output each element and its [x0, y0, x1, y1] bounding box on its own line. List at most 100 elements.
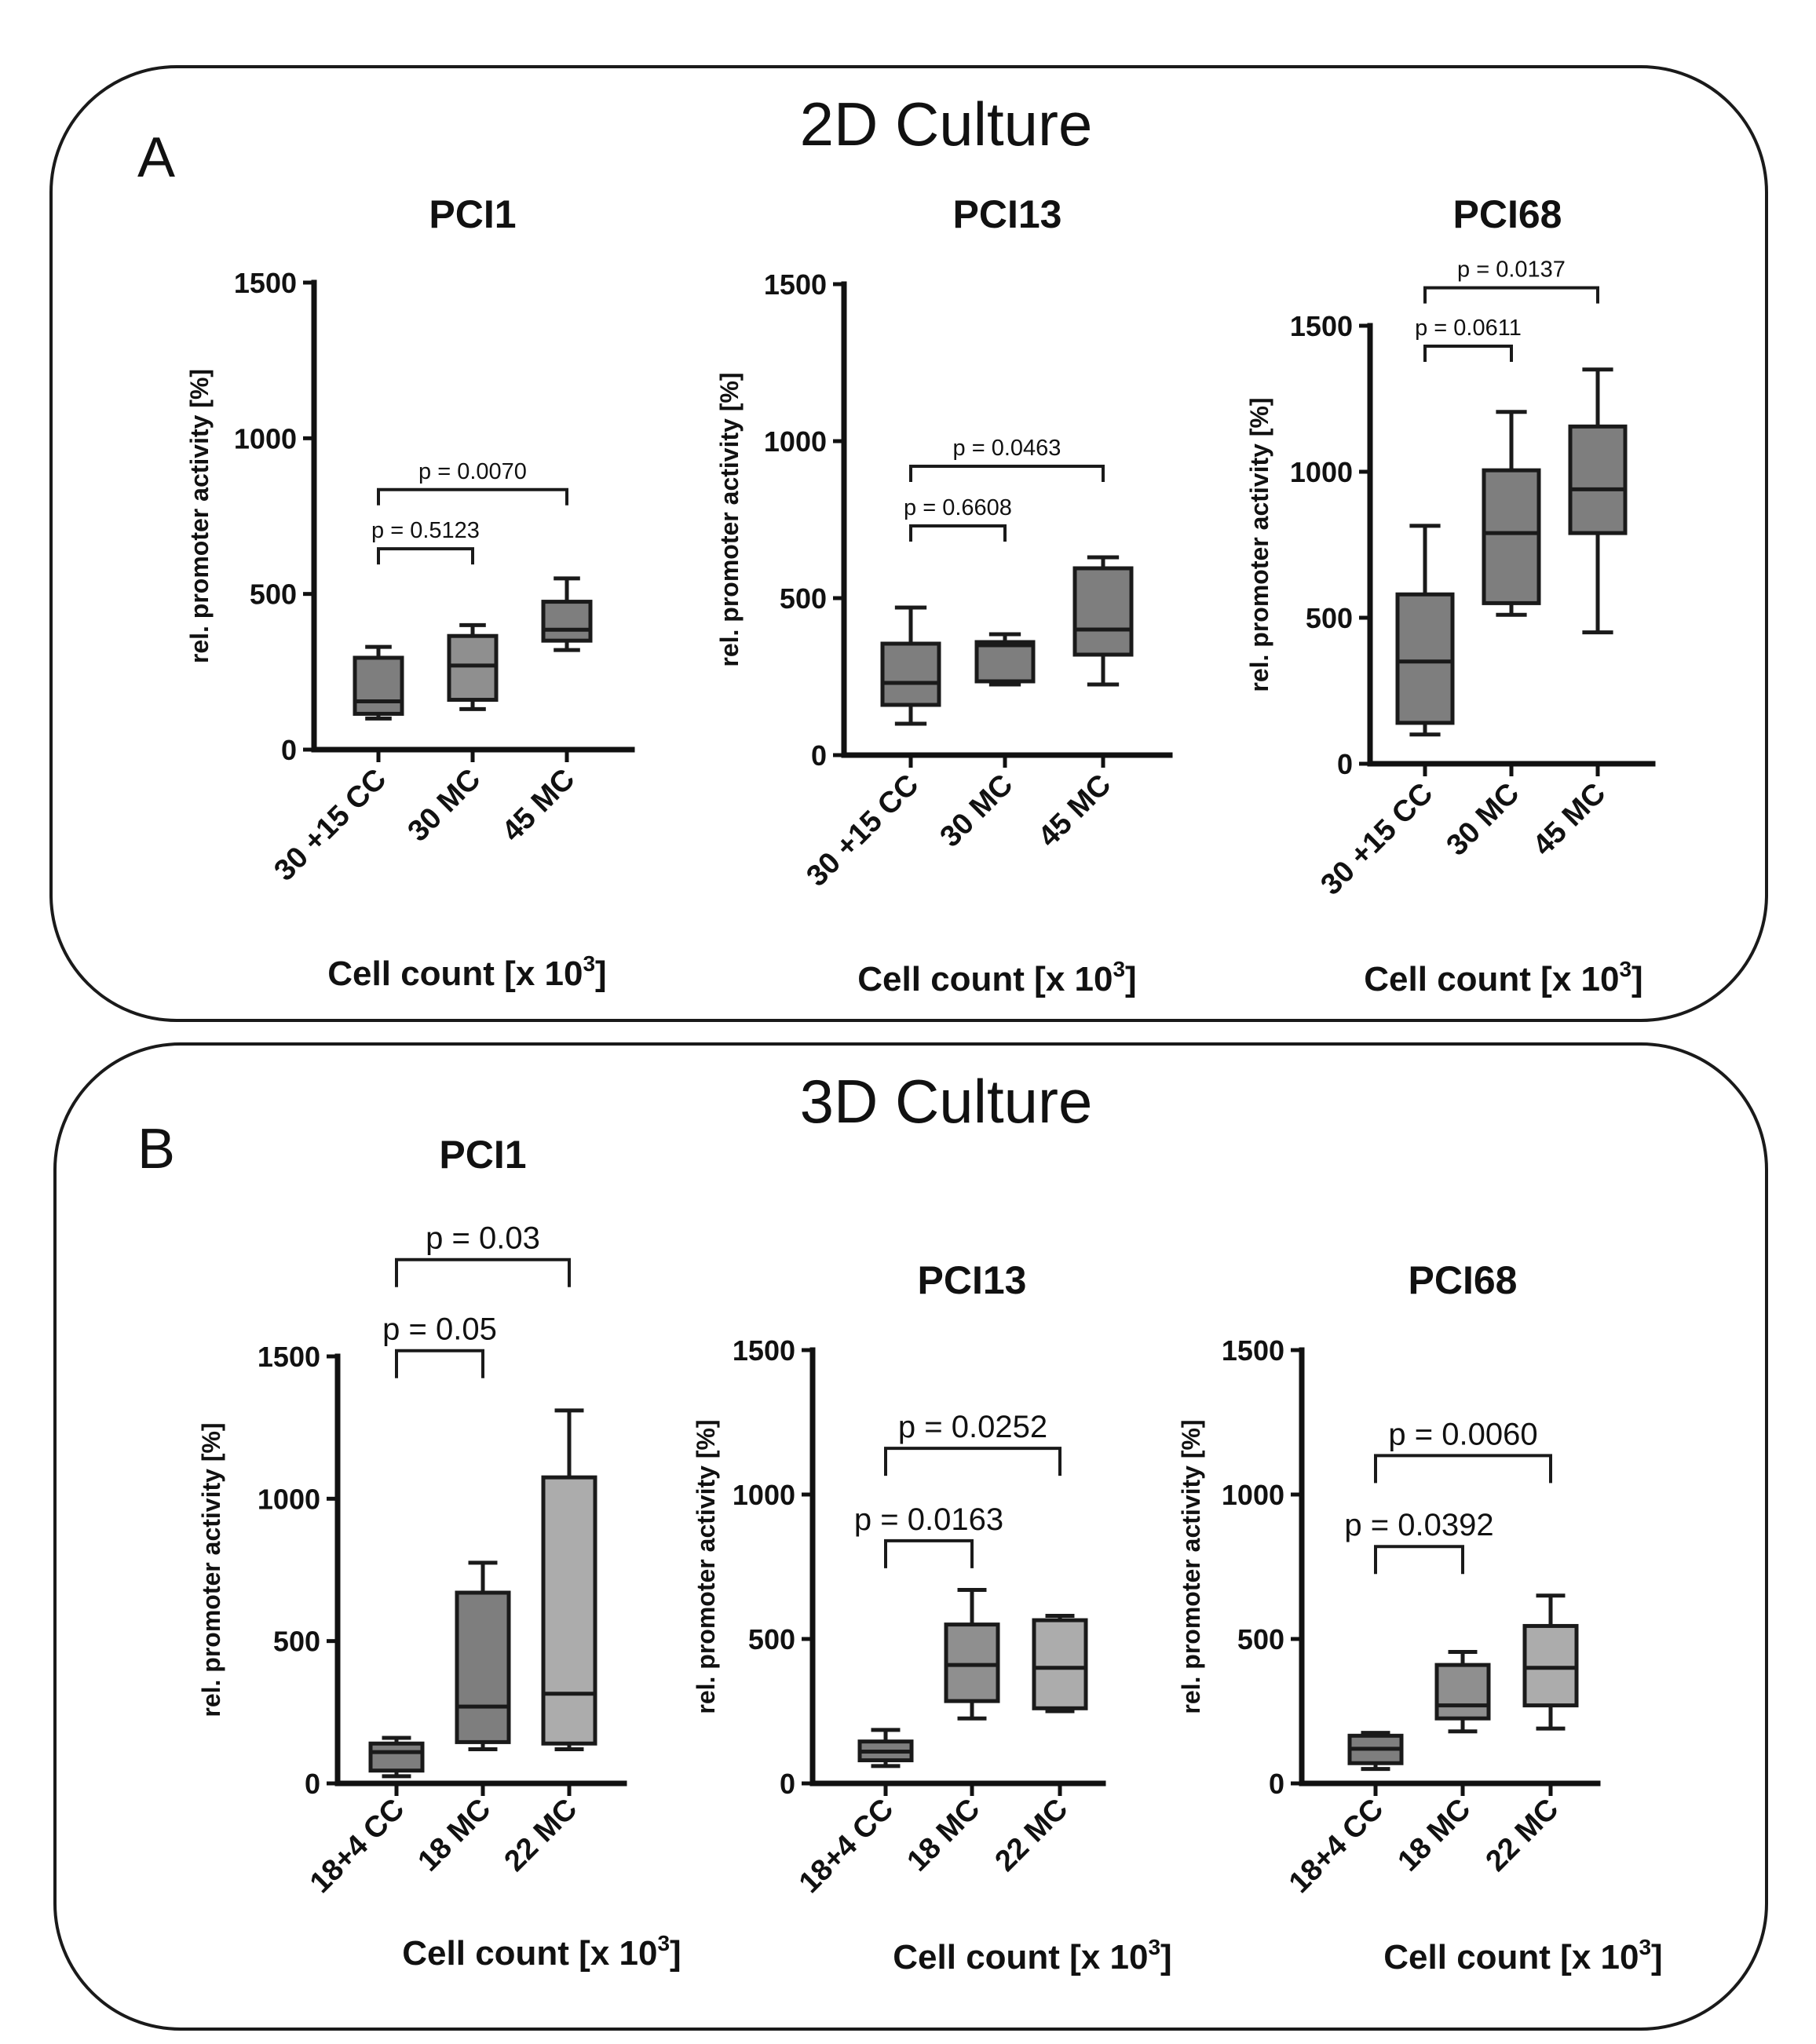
y-axis-label: rel. promoter activity [%]: [715, 372, 744, 666]
chart-title: PCI1: [439, 1133, 526, 1177]
chart-3d-pci13: PCI13 0 500 1000 1500 rel. promoter activity …: [692, 1258, 1172, 1976]
x-tick-label: 30 MC: [402, 763, 488, 849]
x-axis-label: Cell count [x 103]: [893, 1935, 1171, 1976]
box-iqr: [541, 600, 593, 643]
y-tick-label: 0: [305, 1768, 320, 1800]
box-iqr: [455, 1590, 511, 1744]
x-tick-label: 18+4 CC: [304, 1793, 411, 1900]
significance-bracket: [884, 1538, 974, 1568]
y-axis-label: rel. promoter activity [%]: [1245, 397, 1273, 692]
x-tick-label: 45 MC: [1527, 777, 1613, 863]
significance-bracket: [377, 547, 474, 565]
significance-bracket: [1423, 345, 1513, 363]
y-tick-label: 500: [273, 1626, 320, 1658]
y-tick-label: 1500: [733, 1334, 795, 1367]
p-value-label: p = 0.03: [426, 1221, 540, 1256]
y-tick-label: 1500: [764, 268, 827, 301]
box-iqr: [1482, 468, 1541, 605]
x-tick-label: 18 MC: [1392, 1793, 1478, 1878]
p-value-label: p = 0.0463: [953, 436, 1061, 461]
p-value-label: p = 0.0070: [418, 459, 527, 484]
x-tick-label: 18 MC: [901, 1793, 987, 1878]
significance-bracket: [377, 487, 568, 506]
box-iqr: [1522, 1623, 1579, 1708]
box-iqr: [974, 640, 1036, 684]
significance-bracket: [1374, 1545, 1464, 1575]
significance-bracket: [1423, 286, 1599, 304]
x-axis-label: Cell count [x 103]: [327, 951, 606, 993]
box-iqr: [880, 641, 941, 707]
chart-2d-pci13: PCI13 0 500 1000 1500 rel. promoter activity …: [715, 192, 1173, 998]
box-iqr: [1072, 566, 1134, 657]
y-axis-label: rel. promoter activity [%]: [1177, 1419, 1205, 1714]
y-axis-label: rel. promoter activity [%]: [185, 369, 214, 663]
chart-title: PCI13: [953, 192, 1062, 236]
y-tick-label: 0: [281, 734, 297, 766]
y-tick-label: 1000: [258, 1483, 320, 1515]
y-tick-label: 1500: [234, 267, 297, 299]
x-tick-label: 18+4 CC: [1283, 1793, 1390, 1900]
y-tick-label: 0: [1269, 1768, 1284, 1800]
box-iqr: [1568, 424, 1628, 535]
box-iqr: [447, 633, 499, 703]
chart-2d-pci1: PCI1 0 500 1000 1500 rel. promoter activity […: [185, 192, 635, 993]
y-tick-label: 1000: [1290, 456, 1353, 488]
y-tick-label: 1000: [733, 1479, 795, 1511]
x-tick-label: 18 MC: [412, 1793, 498, 1878]
chart-2d-pci68: PCI68 0 500 1000 1500 rel. promoter activity …: [1245, 192, 1656, 998]
y-tick-label: 500: [1306, 602, 1353, 634]
chart-title: PCI68: [1453, 192, 1562, 236]
box-iqr: [1434, 1663, 1491, 1721]
significance-bracket: [909, 465, 1105, 482]
panel-b-frame: [53, 1042, 1768, 2031]
x-tick-label: 30 MC: [1441, 777, 1526, 863]
chart-title: PCI13: [918, 1258, 1027, 1302]
p-value-label: p = 0.0611: [1415, 316, 1522, 341]
y-tick-label: 1000: [1222, 1479, 1284, 1511]
significance-bracket: [395, 1349, 484, 1378]
x-tick-label: 45 MC: [1032, 768, 1118, 854]
box-iqr: [944, 1622, 1000, 1703]
x-tick-label: 30 MC: [934, 768, 1020, 854]
box-iqr: [353, 655, 404, 716]
x-tick-label: 22 MC: [499, 1793, 584, 1878]
p-value-label: p = 0.0392: [1344, 1508, 1493, 1542]
y-axis-label: rel. promoter activity [%]: [692, 1419, 720, 1714]
x-tick-label: 30 +15 CC: [1314, 777, 1439, 902]
y-tick-label: 1500: [258, 1341, 320, 1373]
y-tick-label: 0: [780, 1768, 795, 1800]
x-axis-label: Cell count [x 103]: [857, 957, 1136, 998]
x-tick-label: 45 MC: [496, 763, 582, 849]
y-axis-label: rel. promoter activity [%]: [197, 1422, 225, 1717]
panel-a-letter: A: [137, 126, 175, 189]
x-tick-label: 22 MC: [1480, 1793, 1566, 1878]
y-tick-label: 500: [748, 1623, 795, 1655]
y-tick-label: 0: [811, 739, 827, 772]
box-iqr: [1032, 1618, 1088, 1710]
chart-title: PCI68: [1409, 1258, 1518, 1302]
x-tick-label: 22 MC: [989, 1793, 1075, 1878]
y-tick-label: 1500: [1222, 1334, 1284, 1367]
x-axis-label: Cell count [x 103]: [402, 1931, 681, 1973]
panel-b-heading: 3D Culture: [800, 1067, 1093, 1136]
x-axis-label: Cell count [x 103]: [1383, 1935, 1662, 1976]
p-value-label: p = 0.0137: [1457, 257, 1566, 283]
x-tick-label: 30 +15 CC: [268, 763, 393, 888]
p-value-label: p = 0.5123: [371, 518, 480, 543]
y-tick-label: 500: [1237, 1623, 1284, 1655]
panel-a-heading: 2D Culture: [800, 89, 1093, 159]
y-tick-label: 1500: [1290, 310, 1353, 342]
chart-3d-pci68: PCI68 0 500 1000 1500 rel. promoter activity …: [1177, 1258, 1663, 1976]
panel-a-frame: [49, 65, 1768, 1022]
y-tick-label: 0: [1337, 748, 1353, 780]
significance-bracket: [909, 524, 1007, 542]
y-tick-label: 500: [250, 579, 297, 611]
y-tick-label: 1000: [764, 425, 827, 458]
box-iqr: [1395, 592, 1455, 725]
x-axis-label: Cell count [x 103]: [1364, 957, 1642, 998]
significance-bracket: [1374, 1454, 1552, 1484]
x-tick-label: 30 +15 CC: [800, 768, 925, 893]
chart-3d-pci1: PCI1 0 500 1000 1500 rel. promoter activity […: [197, 1133, 681, 1973]
box-iqr: [541, 1475, 597, 1746]
x-tick-label: 18+4 CC: [793, 1793, 901, 1900]
